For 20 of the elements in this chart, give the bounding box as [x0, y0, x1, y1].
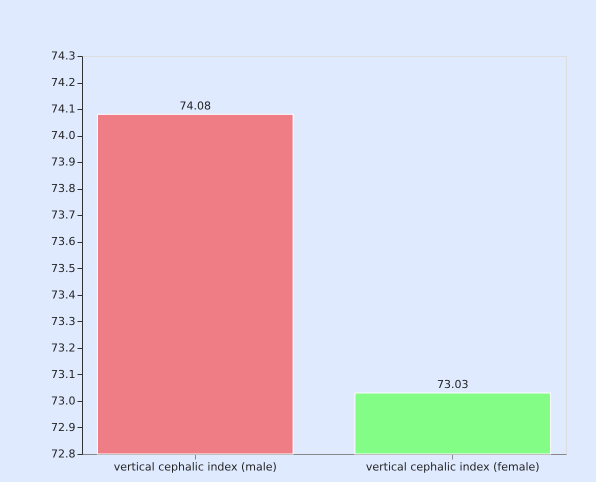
y-tick-label: 72.9	[51, 420, 76, 434]
x-tick-label: vertical cephalic index (male)	[114, 460, 277, 474]
y-tick-label: 74.0	[51, 129, 76, 142]
y-tick-label: 73.8	[51, 182, 76, 196]
y-tick-label: 73.6	[51, 235, 76, 248]
x-tick-label: vertical cephalic index (female)	[366, 460, 540, 474]
y-tick-label: 74.3	[51, 50, 76, 62]
data-label: 74.08	[180, 99, 212, 112]
y-tick-label: 73.2	[51, 341, 76, 354]
y-tick-label: 73.5	[51, 262, 76, 275]
y-tick-label: 73.0	[51, 394, 76, 408]
y-tick-label: 73.4	[51, 288, 76, 302]
y-tick-label: 74.1	[51, 102, 76, 116]
y-tick-label: 72.8	[51, 448, 76, 460]
y-tick-label: 73.1	[51, 368, 76, 381]
y-tick-label: 74.2	[51, 76, 76, 90]
y-tick-label: 73.3	[51, 314, 76, 328]
y-tick-label: 73.7	[51, 208, 76, 222]
y-tick-label: 73.9	[51, 156, 76, 169]
data-label: 73.03	[436, 378, 468, 391]
